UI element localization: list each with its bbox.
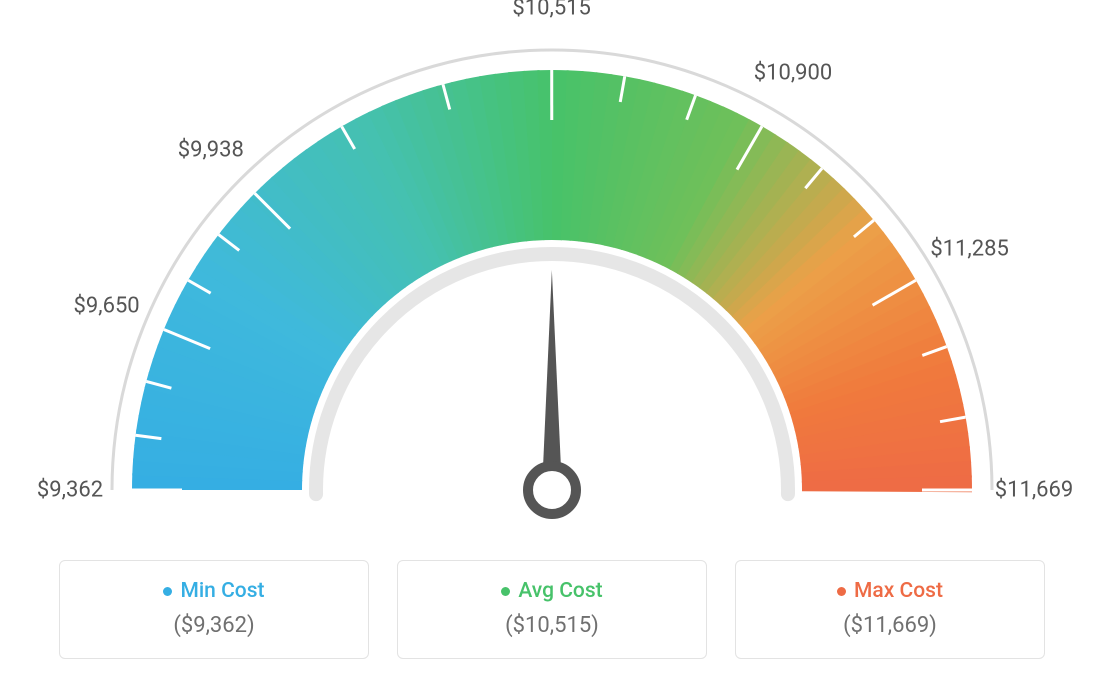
summary-card-title-text: Min Cost (180, 579, 264, 603)
summary-card-title: Min Cost (163, 579, 264, 603)
summary-card-value: ($11,669) (736, 613, 1044, 638)
summary-card: Max Cost ($11,669) (735, 560, 1045, 659)
summary-card-title-text: Max Cost (854, 579, 943, 603)
cost-gauge: $9,362 $9,650 $9,938 $10,515 $10,900 $11,285 $… (0, 0, 1104, 560)
summary-card-value: ($10,515) (398, 613, 706, 638)
summary-card: Avg Cost ($10,515) (397, 560, 707, 659)
gauge-tick-label: $11,285 (930, 237, 1009, 262)
bullet-icon (501, 587, 510, 596)
bullet-icon (837, 587, 846, 596)
gauge-tick-label: $11,669 (995, 478, 1074, 503)
gauge-needle-hub (528, 466, 576, 514)
gauge-tick-label: $9,938 (178, 137, 244, 162)
summary-card: Min Cost ($9,362) (59, 560, 369, 659)
summary-row: Min Cost ($9,362) Avg Cost ($10,515) Max Cos… (0, 560, 1104, 659)
bullet-icon (163, 587, 172, 596)
summary-card-title: Avg Cost (501, 579, 602, 603)
summary-card-value: ($9,362) (60, 613, 368, 638)
gauge-needle (542, 270, 562, 490)
gauge-tick-label: $9,362 (37, 478, 103, 503)
summary-card-title-text: Avg Cost (518, 579, 602, 603)
summary-card-title: Max Cost (837, 579, 943, 603)
gauge-svg (0, 0, 1104, 560)
gauge-tick-label: $9,650 (74, 293, 140, 318)
gauge-tick-label: $10,900 (754, 60, 833, 85)
gauge-tick-label: $10,515 (512, 0, 591, 21)
